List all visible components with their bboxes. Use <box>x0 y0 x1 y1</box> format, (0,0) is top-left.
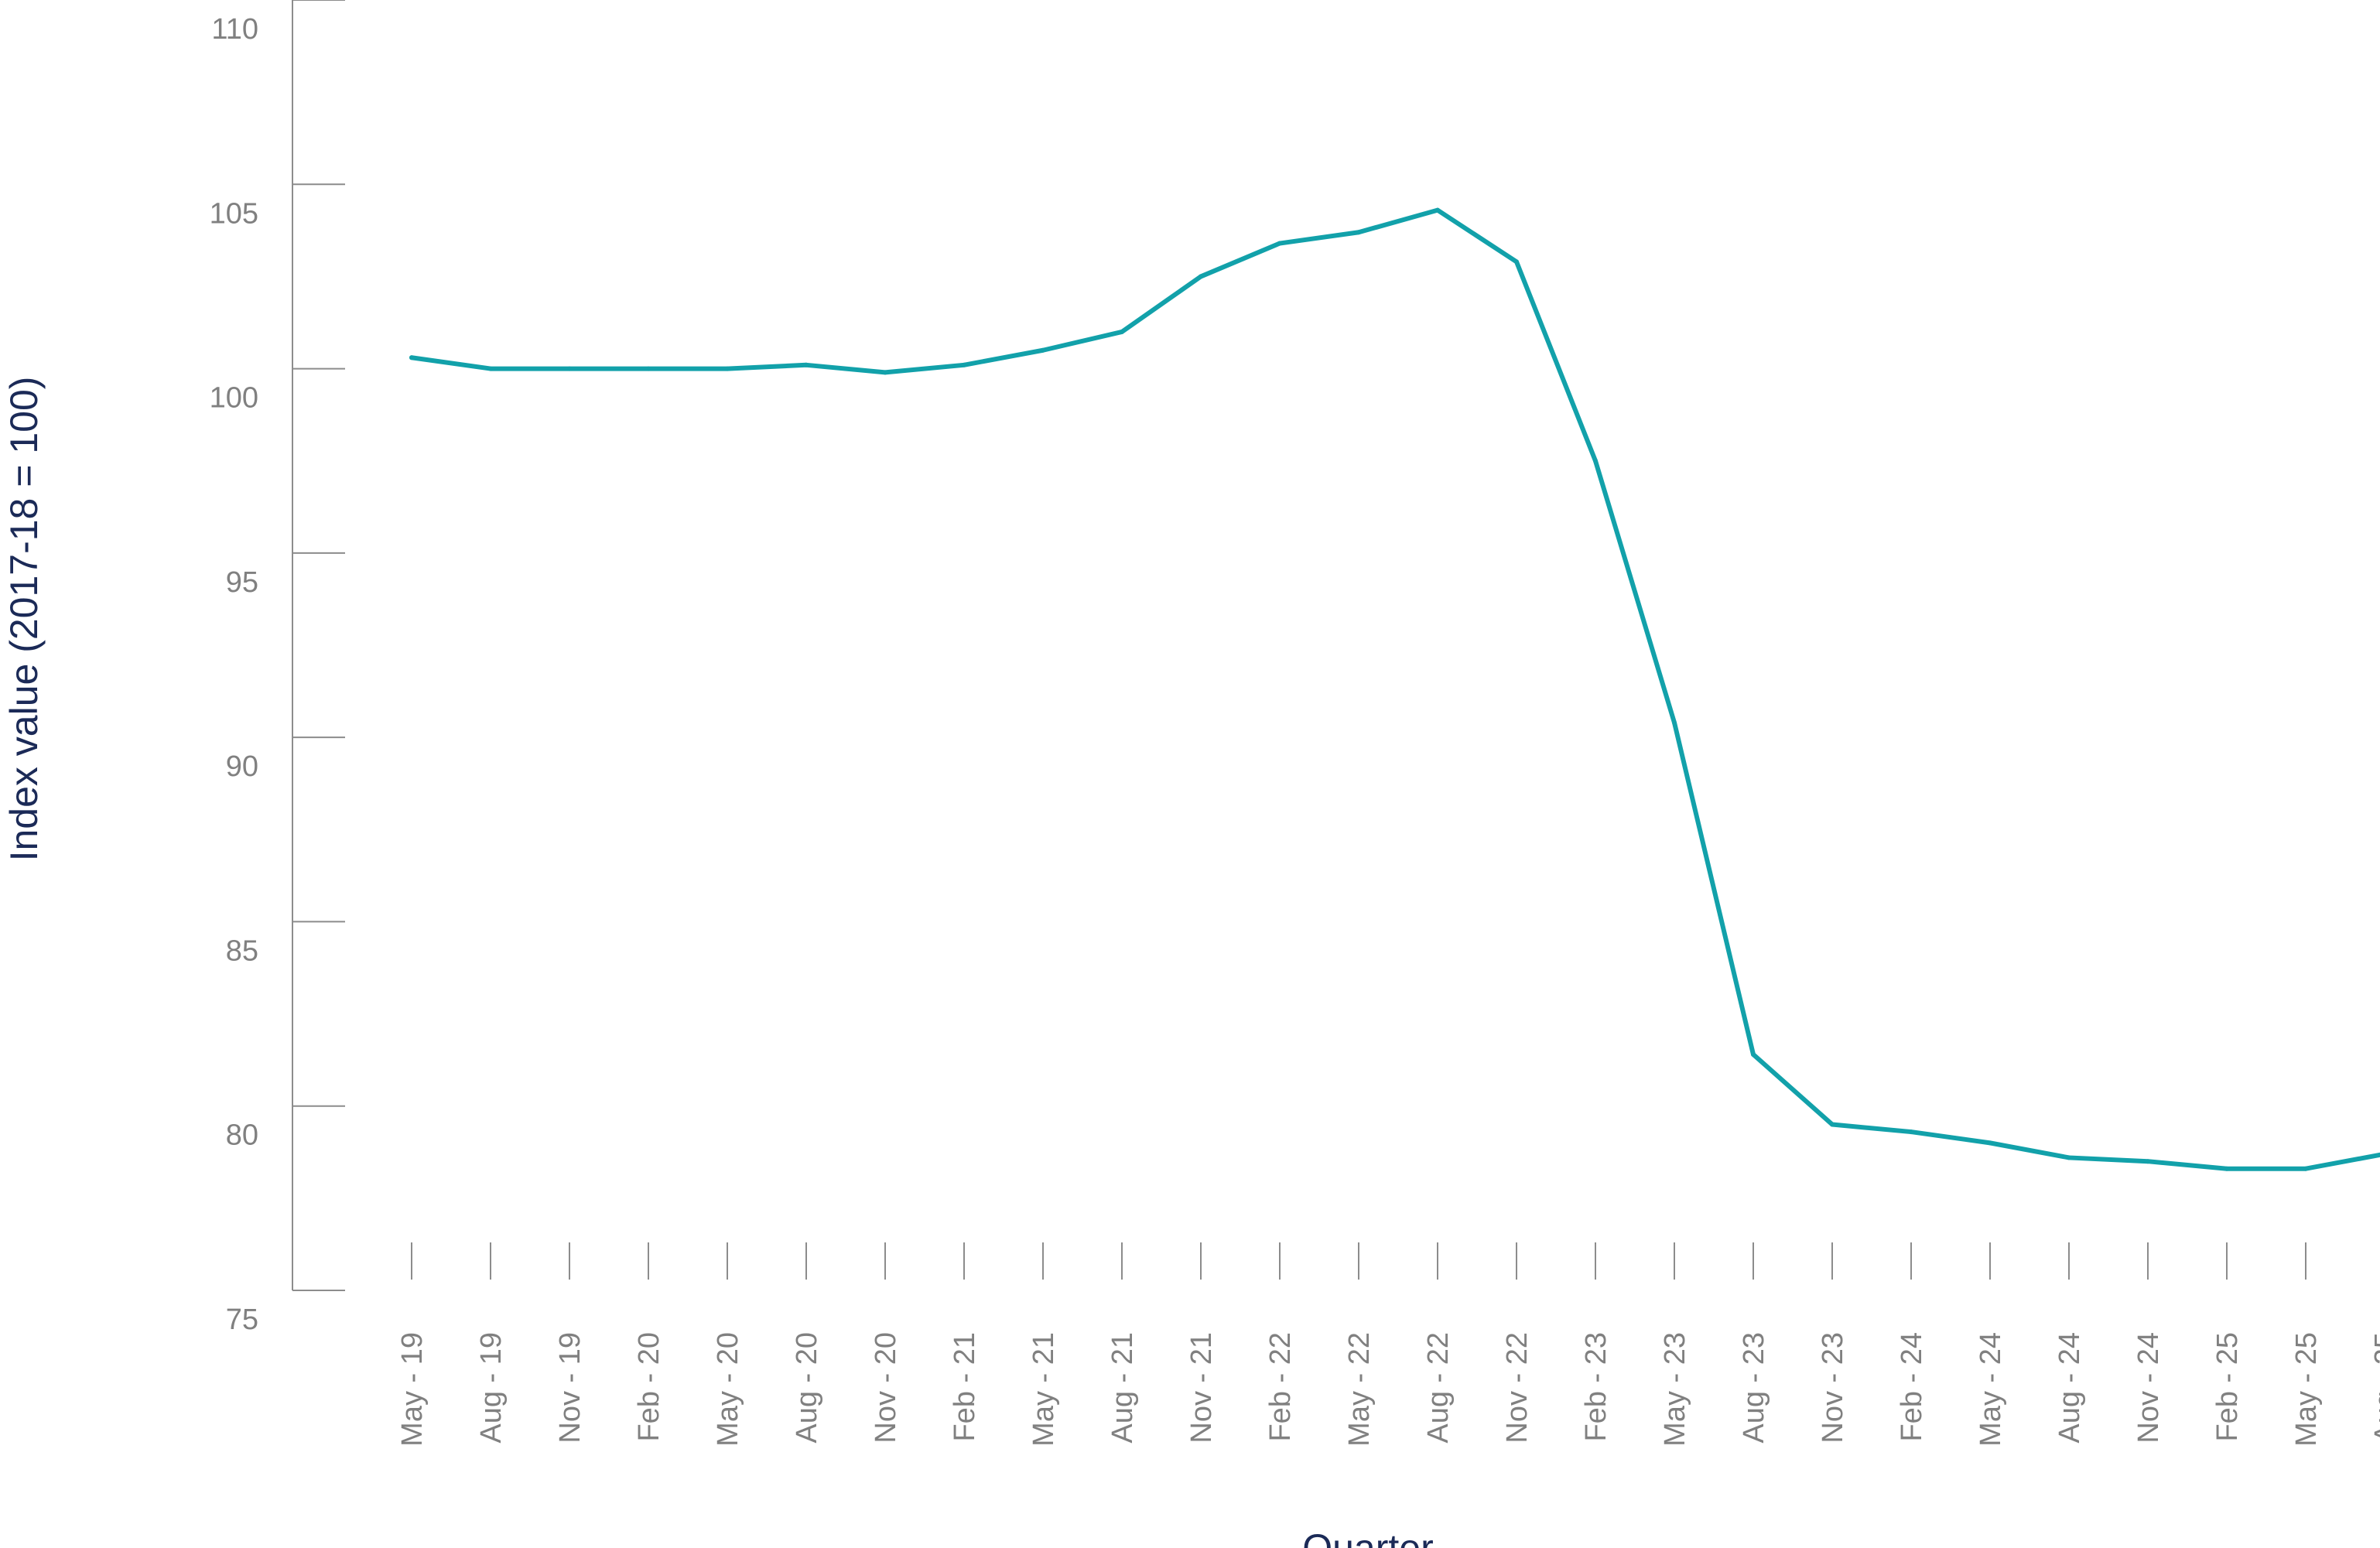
x-tick-label: Aug - 23 <box>1738 1332 1770 1444</box>
data-point <box>1435 207 1440 213</box>
y-tick-label: 110 <box>211 13 258 46</box>
x-tick-label: Aug - 25 <box>2369 1332 2380 1444</box>
data-point <box>725 366 730 371</box>
x-tick-label: Feb - 25 <box>2211 1332 2244 1442</box>
x-tick-label: May - 19 <box>396 1332 429 1447</box>
data-point <box>1830 1122 1835 1127</box>
x-tick-label: Feb - 21 <box>949 1332 981 1442</box>
data-point <box>883 370 887 375</box>
data-point <box>1199 274 1203 279</box>
x-tick-label: Aug - 24 <box>2053 1332 2086 1444</box>
x-axis-ticks: May - 19 Aug - 19 Nov - 19 Feb - 20 May - 20… <box>396 1242 2380 1447</box>
series-group <box>409 207 2380 1171</box>
data-point <box>567 366 572 371</box>
data-point <box>1041 347 1045 353</box>
x-tick-label: Nov - 23 <box>1817 1332 1849 1444</box>
series-line <box>409 207 2380 1171</box>
y-tick-label: 85 <box>226 935 258 967</box>
x-tick-label: Nov - 22 <box>1501 1332 1534 1444</box>
x-tick-label: Nov - 20 <box>870 1332 902 1444</box>
y-tick-label: 75 <box>226 1304 258 1336</box>
data-point <box>804 362 809 367</box>
x-tick-label: Nov - 24 <box>2132 1332 2165 1444</box>
data-point <box>2067 1155 2071 1160</box>
data-point <box>1751 1051 1756 1057</box>
x-tick-label: May - 23 <box>1659 1332 1691 1447</box>
x-tick-label: May - 21 <box>1028 1332 1060 1447</box>
y-tick-label: 90 <box>226 750 258 783</box>
x-tick-label: Aug - 19 <box>475 1332 508 1444</box>
x-tick-label: Feb - 20 <box>633 1332 665 1442</box>
x-tick-label: Aug - 20 <box>791 1332 823 1444</box>
data-point <box>646 366 651 371</box>
data-point <box>1356 230 1361 235</box>
data-point <box>2303 1166 2308 1171</box>
data-point <box>2146 1159 2150 1164</box>
data-point <box>1988 1140 1992 1146</box>
y-tick-label: 105 <box>210 197 258 230</box>
y-tick-label: 95 <box>226 566 258 599</box>
data-point <box>1514 259 1519 265</box>
y-tick-label: 100 <box>210 382 258 415</box>
y-tick-label: 80 <box>226 1119 258 1152</box>
x-axis-title: Quarter <box>1302 1526 1434 1548</box>
x-tick-label: Feb - 22 <box>1264 1332 1297 1442</box>
x-tick-label: Aug - 21 <box>1106 1332 1139 1444</box>
data-point <box>2224 1166 2229 1171</box>
data-point <box>1593 458 1598 463</box>
data-point <box>1277 241 1282 246</box>
data-point <box>409 355 414 361</box>
x-tick-label: May - 24 <box>1975 1332 2007 1447</box>
x-tick-label: May - 25 <box>2290 1332 2323 1447</box>
data-point <box>488 366 493 371</box>
x-tick-label: Nov - 19 <box>554 1332 586 1444</box>
x-tick-label: May - 22 <box>1343 1332 1376 1447</box>
x-tick-label: Aug - 22 <box>1422 1332 1455 1444</box>
x-tick-label: Feb - 24 <box>1896 1332 1928 1442</box>
y-axis-title: Index value (2017-18 = 100) <box>2 377 46 862</box>
x-tick-label: Feb - 23 <box>1580 1332 1612 1442</box>
data-point <box>962 362 966 367</box>
x-tick-label: May - 20 <box>712 1332 744 1447</box>
y-axis-ticks: 75 80 85 90 95 100 105 110 <box>210 0 345 1336</box>
data-point <box>1120 329 1124 334</box>
data-point <box>1672 720 1677 726</box>
x-tick-label: Nov - 21 <box>1185 1332 1218 1444</box>
data-point <box>1909 1129 1913 1135</box>
